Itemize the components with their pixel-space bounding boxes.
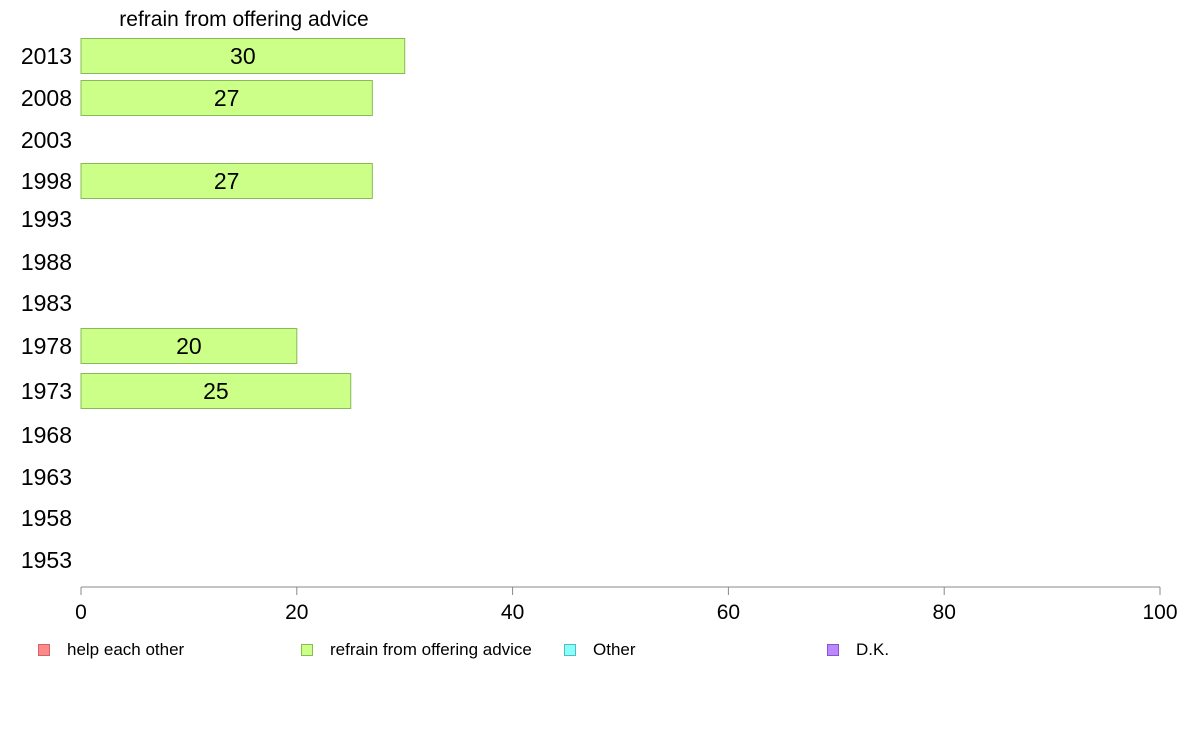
bar-1998 [80,163,373,199]
bar-label-1973: 25 [203,378,229,404]
year-label-1968: 1968 [21,422,72,448]
x-tick-label-60: 60 [717,601,740,624]
legend-label-help-each-other: help each other [67,640,185,659]
year-label-1953: 1953 [21,547,72,573]
x-tick-label-100: 100 [1142,601,1177,624]
legend-label-dk: D.K. [856,640,890,659]
legend-swatch-dk [827,644,839,656]
bar-2013 [80,38,406,74]
x-tick-label-80: 80 [933,601,956,624]
legend-item-dk: D.K. [827,640,889,660]
year-label-1988: 1988 [21,249,72,275]
bar-label-1978: 20 [176,333,202,359]
year-labels: 2013 2008 2003 1998 1993 1988 1983 1978 1973 1968… [21,43,72,573]
bar-label-1998: 27 [214,168,240,194]
year-label-1958: 1958 [21,505,72,531]
bars [80,38,406,409]
bar-label-2008: 27 [214,85,240,111]
year-label-2003: 2003 [21,127,72,153]
legend-swatch-help-each-other [38,644,50,656]
x-tick-label-0: 0 [75,601,87,624]
year-label-1963: 1963 [21,464,72,490]
bar-label-2013: 30 [230,43,256,69]
legend-label-refrain: refrain from offering advice [330,640,532,659]
legend: help each other refrain from offering ad… [0,640,1188,664]
bar-1978 [80,328,298,364]
chart-title: refrain from offering advice [119,8,368,31]
year-label-1978: 1978 [21,333,72,359]
x-tick-label-20: 20 [285,601,308,624]
bar-2008 [80,80,373,116]
year-label-1983: 1983 [21,290,72,316]
legend-label-other: Other [593,640,636,659]
legend-item-help-each-other: help each other [38,640,184,660]
year-label-1973: 1973 [21,378,72,404]
legend-item-refrain: refrain from offering advice [301,640,532,660]
bar-1973 [80,373,352,409]
year-label-1998: 1998 [21,168,72,194]
legend-swatch-refrain [301,644,313,656]
year-label-2013: 2013 [21,43,72,69]
x-axis: 0 20 40 60 80 100 [75,586,1178,624]
legend-swatch-other [564,644,576,656]
year-label-1993: 1993 [21,206,72,232]
legend-item-other: Other [564,640,636,660]
year-label-2008: 2008 [21,85,72,111]
bar-chart: refrain from offering advice 20132008200… [21,8,1178,624]
x-tick-label-40: 40 [501,601,524,624]
